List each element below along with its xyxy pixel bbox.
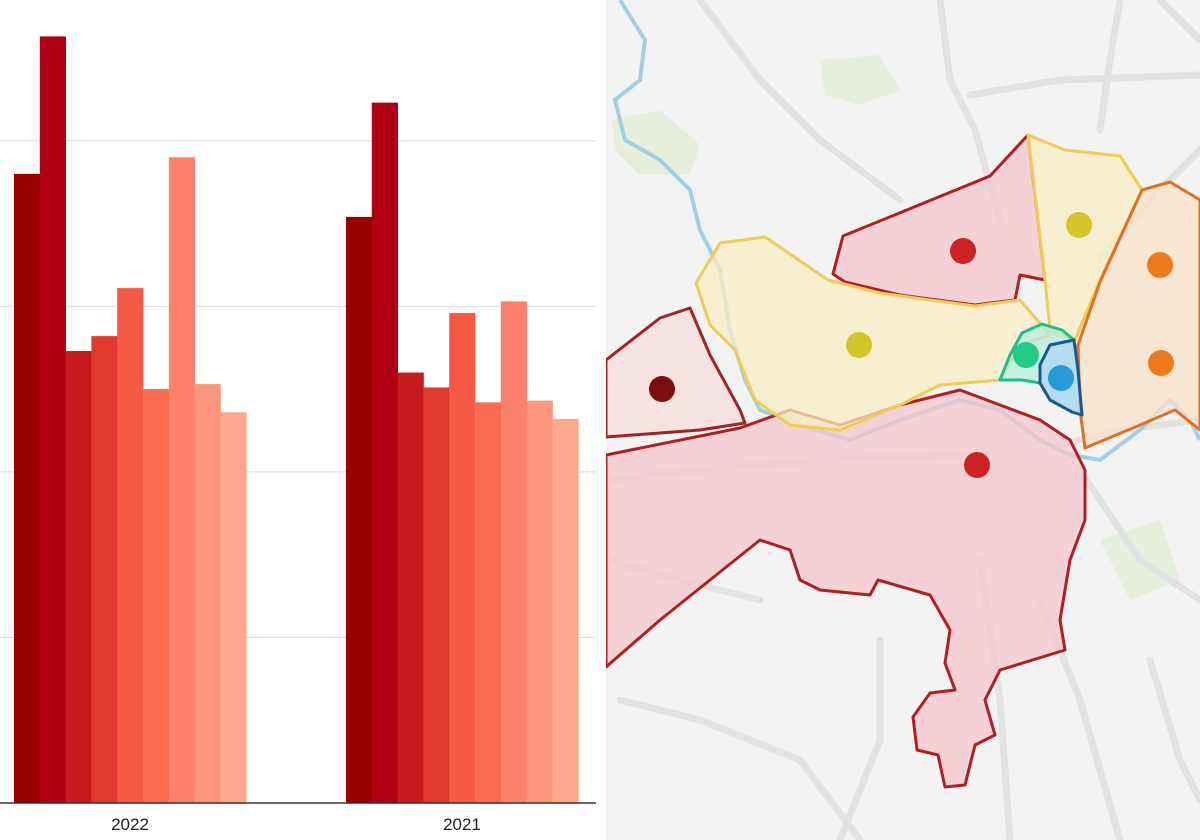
district-marker-west[interactable] [649,376,675,402]
bar-2021-s1[interactable] [346,216,373,804]
bar-2022-s8[interactable] [194,384,221,803]
park-area [820,55,900,105]
bar-2021-s7[interactable] [500,301,527,803]
bar-2022-s6[interactable] [143,389,170,803]
road [1076,466,1200,604]
district-marker-east-north[interactable] [1147,252,1173,278]
bar-2021-s9[interactable] [552,418,579,803]
x-tick-label-2022: 2022 [111,815,149,834]
bar-2022-s5[interactable] [117,288,144,803]
district-marker-central[interactable] [846,332,872,358]
bar-chart: 2022 2021 [0,36,596,834]
road [1146,656,1200,804]
bar-2021-s3[interactable] [397,372,424,803]
bar-2022-s7[interactable] [168,157,195,803]
district-marker-center-teal[interactable] [1013,342,1039,368]
district-marker-east[interactable] [1148,350,1174,376]
bar-2022-s3[interactable] [65,351,92,803]
bar-2022-s4[interactable] [91,336,118,803]
bars [14,36,579,804]
district-marker-northeast[interactable] [1066,212,1092,238]
panel-divider [600,0,606,840]
road [836,636,884,840]
district-map[interactable] [606,0,1200,840]
bar-2021-s4[interactable] [423,387,450,803]
district-marker-south[interactable] [964,452,990,478]
bar-2022-s1[interactable] [14,173,41,804]
bar-2021-s2[interactable] [371,102,398,803]
district-marker-center-blue[interactable] [1048,365,1074,391]
park-area [612,110,700,175]
bar-2022-s2[interactable] [39,36,66,803]
road [616,696,864,840]
bar-2022-s9[interactable] [220,412,247,803]
bar-2021-s6[interactable] [475,402,502,803]
district-west-brown[interactable] [606,306,747,439]
bar-2021-s5[interactable] [449,312,476,803]
district-east-orange[interactable] [1076,180,1200,450]
district-south-north-red[interactable] [606,133,1087,789]
road [936,0,1004,224]
road [1096,0,1124,134]
bar-2021-s8[interactable] [526,400,553,803]
road [966,71,1200,99]
district-map-panel[interactable] [606,0,1200,840]
district-marker-north[interactable] [950,238,976,264]
x-tick-label-2021: 2021 [443,815,481,834]
road [696,0,904,204]
bar-chart-panel: 2022 2021 [0,36,596,834]
road [1156,0,1200,44]
